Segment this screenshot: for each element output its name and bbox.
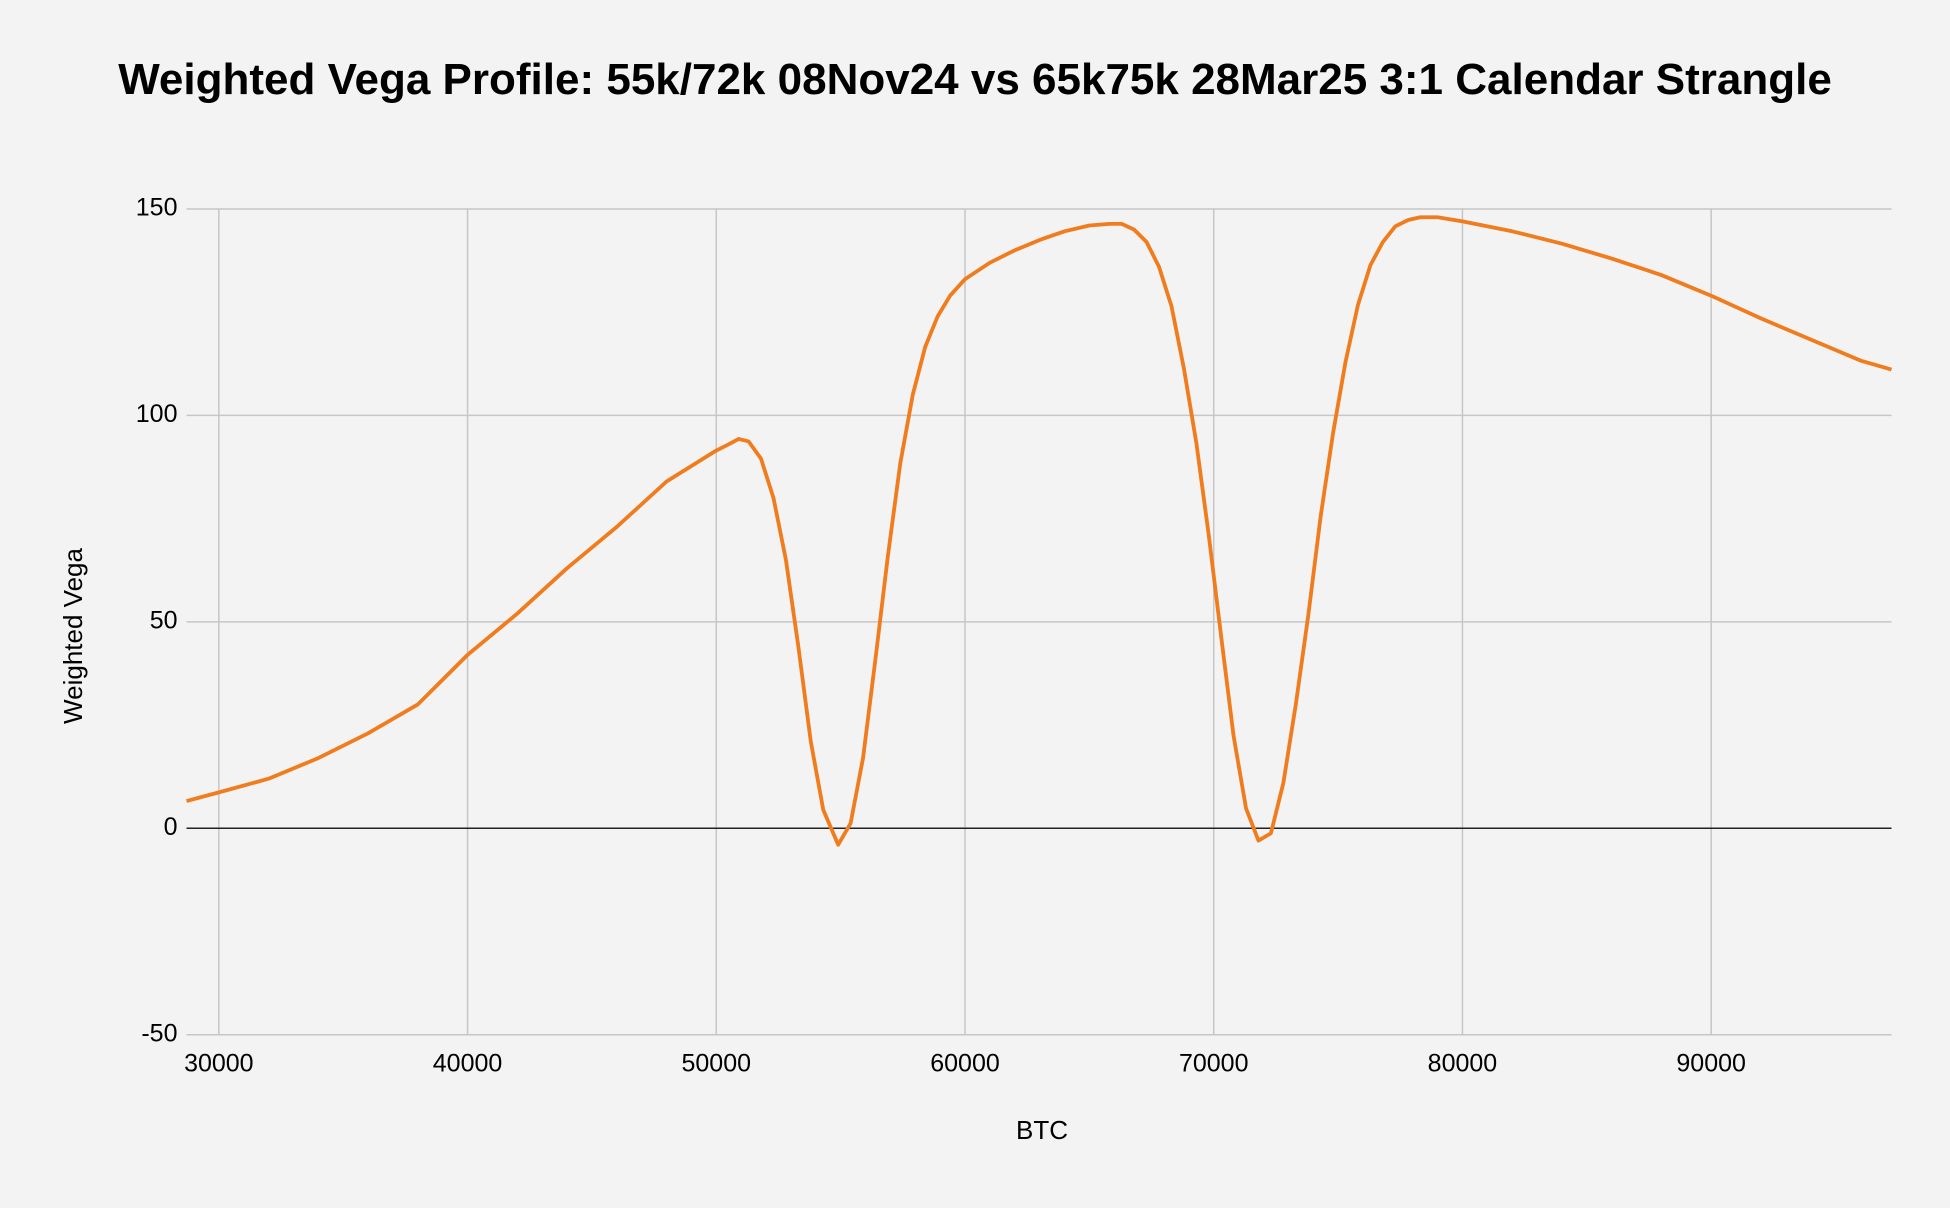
- y-tick-label: 100: [136, 400, 178, 428]
- x-axis-label: BTC: [1016, 1115, 1068, 1145]
- x-tick-label: 90000: [1676, 1049, 1746, 1077]
- x-tick-label: 50000: [682, 1049, 752, 1077]
- y-tick-label: 50: [150, 606, 178, 634]
- y-tick-label: 150: [136, 194, 178, 222]
- x-tick-label: 80000: [1428, 1049, 1498, 1077]
- x-tick-label: 60000: [930, 1049, 1000, 1077]
- x-tick-label: 30000: [184, 1049, 254, 1077]
- chart-title: Weighted Vega Profile: 55k/72k 08Nov24 v…: [118, 55, 1832, 104]
- data-line: [186, 215, 1893, 847]
- x-tick-label: 40000: [433, 1049, 503, 1077]
- y-tick-label: -50: [141, 1019, 177, 1047]
- y-axis-label: Weighted Vega: [58, 548, 88, 724]
- x-tick-label: 70000: [1179, 1049, 1249, 1077]
- y-tick-label: 0: [164, 813, 178, 841]
